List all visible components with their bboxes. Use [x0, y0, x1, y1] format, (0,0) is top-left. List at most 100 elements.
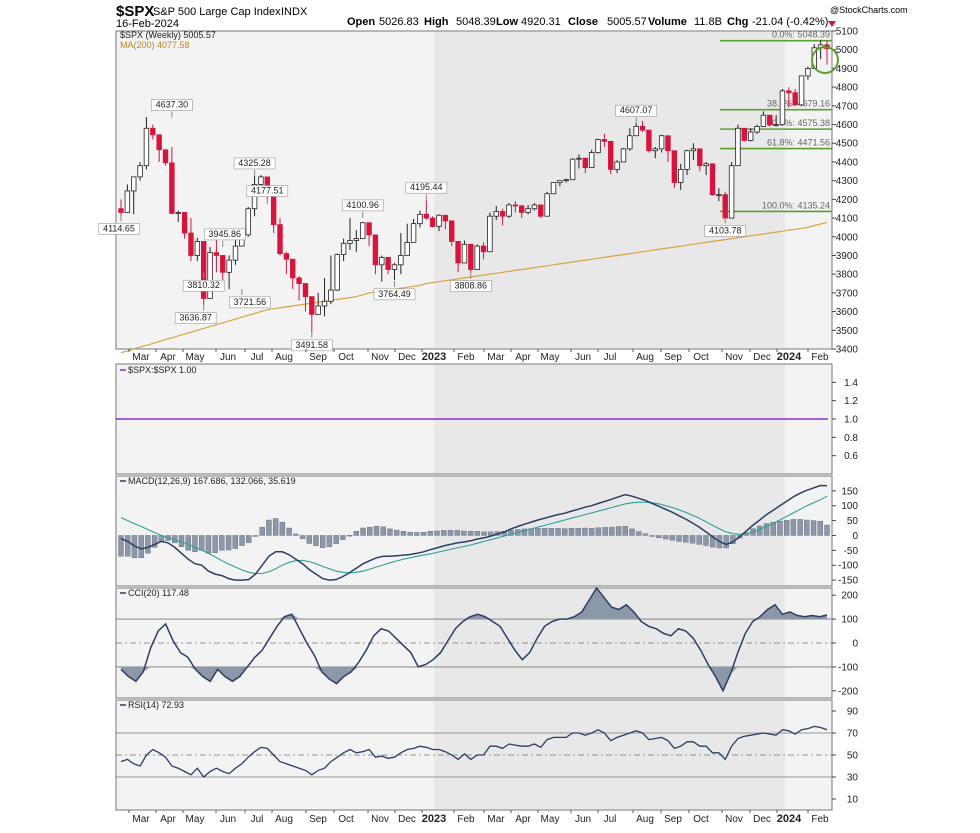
month-label: Jun — [220, 352, 236, 363]
candle-down — [582, 157, 589, 168]
candle-down — [480, 245, 487, 253]
candle-down — [309, 296, 315, 315]
macd-hist-bar — [575, 528, 581, 536]
candle-down — [423, 213, 429, 219]
macd-hist-bar — [683, 535, 689, 543]
stat-chg-label: Chg — [727, 16, 748, 28]
candle-down — [372, 234, 379, 266]
macd-hist-bar — [192, 535, 198, 553]
macd-hist-bar — [252, 535, 259, 537]
rsi-ytick-label: 30 — [847, 773, 859, 784]
cci-line — [120, 586, 828, 693]
month-label: Dec — [753, 814, 771, 825]
price-ytick-label: 3500 — [836, 326, 859, 337]
cci-ytick-label: 0 — [852, 639, 858, 650]
candle-up — [569, 158, 576, 181]
candle-up — [321, 300, 328, 307]
candle-up — [678, 169, 684, 183]
rsi-ytick-label: 90 — [847, 707, 859, 718]
annotation-label: 4100.96 — [346, 200, 379, 210]
macd-hist-bar — [602, 527, 608, 536]
candle-up — [232, 245, 239, 261]
candle-up — [716, 194, 722, 197]
fib-label: 38.2%: 4679.16 — [767, 99, 830, 109]
month-label: Feb — [457, 814, 475, 825]
month-label: Sep — [309, 814, 327, 825]
stat-volume-value: 11.8B — [694, 16, 722, 28]
macd-hist-bar — [198, 535, 205, 551]
candle-down — [118, 208, 124, 213]
macd-hist-bar — [689, 535, 696, 544]
macd-hist-bar — [205, 535, 212, 554]
annotation-label: 3810.32 — [187, 280, 220, 290]
month-label: Sep — [664, 814, 682, 825]
year-label: 2023 — [422, 813, 446, 825]
macd-hist-bar — [266, 519, 272, 536]
candle-up — [131, 176, 137, 192]
price-ytick-label: 3800 — [836, 270, 859, 281]
stat-open-value: 5026.83 — [379, 16, 419, 28]
macd-hist-bar — [360, 527, 366, 536]
stat-low-label: Low — [496, 16, 518, 28]
month-label: May — [186, 352, 205, 363]
candle-up — [614, 161, 620, 170]
annotation-box — [246, 185, 289, 197]
date-label: 16-Feb-2024 — [116, 18, 179, 30]
macd-hist-bar — [770, 521, 776, 536]
candle-up — [690, 148, 697, 152]
macd-hist-bar — [669, 535, 676, 541]
month-label: Nov — [371, 352, 389, 363]
candle-up — [340, 242, 347, 255]
month-label: Sep — [664, 352, 682, 363]
macd-hist-bar — [293, 533, 299, 536]
annotation-box — [151, 99, 193, 111]
macd-hist-bar — [340, 535, 346, 540]
ohlc-stats: Open 5026.83 High 5048.39 Low 4920.31 Close 500… — [347, 16, 836, 28]
rsi-ytick-label: 10 — [847, 795, 859, 806]
month-label: Aug — [636, 814, 654, 825]
macd-hist-bar — [299, 535, 306, 539]
candle-down — [792, 92, 798, 106]
candle-up — [620, 148, 627, 163]
candle-up — [175, 212, 181, 214]
macd-panel: -150 -100 -50 0 50 100 150 — [115, 475, 858, 587]
candle-up — [398, 255, 404, 266]
month-label: Nov — [725, 352, 743, 363]
macd-hist-bar — [346, 534, 353, 537]
fib-label: 50.0%: 4575.38 — [767, 118, 830, 128]
macd-hist-bar — [434, 530, 440, 536]
macd-hist-bar — [145, 535, 151, 554]
candle-down — [429, 217, 436, 227]
candle-up — [760, 114, 767, 127]
candle-up — [379, 256, 385, 266]
candle-up — [404, 241, 410, 256]
macd-hist-bar — [582, 527, 588, 536]
candle-down — [455, 241, 461, 264]
macd-hist-bar — [118, 535, 124, 557]
candle-up — [805, 68, 811, 77]
year-label: 2024 — [777, 351, 802, 363]
macd-hist-bar — [777, 520, 783, 536]
candle-down — [786, 90, 792, 94]
candle-down — [302, 283, 309, 298]
fib-label: 0.0%: 5048.39 — [772, 30, 830, 40]
macd-hist-bar — [629, 528, 635, 536]
macd-hist-bar — [521, 528, 528, 536]
candle-down — [519, 205, 525, 213]
annotation-box — [341, 199, 384, 212]
macd-hist-bar — [239, 535, 245, 546]
candle-up — [347, 240, 353, 244]
rsi-panel: 10 30 50 70 90 — [115, 699, 859, 811]
annotation-box — [203, 228, 246, 241]
year-label: 2024 — [777, 813, 802, 825]
candle-up — [391, 264, 398, 270]
price-ytick-label: 4000 — [836, 232, 859, 243]
candle-up — [576, 157, 582, 160]
cci-ytick-label: 200 — [841, 591, 858, 602]
candle-up — [143, 127, 150, 167]
month-axis-bottom: Mar Apr May Jun Jul Aug Sep Oct Nov Dec 2023 Feb Mar… — [128, 810, 829, 825]
macd-hist-bar — [246, 535, 252, 543]
price-ytick-label: 3400 — [836, 345, 859, 356]
highlight-circle — [811, 46, 839, 74]
